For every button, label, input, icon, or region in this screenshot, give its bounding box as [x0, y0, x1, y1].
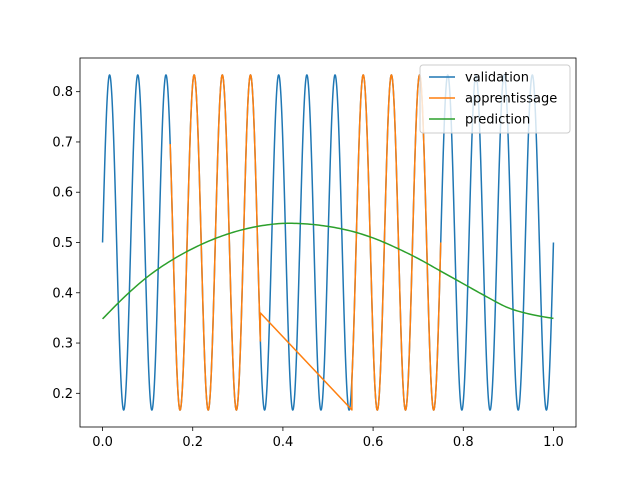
series-line-prediction	[102, 222, 554, 320]
y-tick-label: 0.6	[52, 186, 73, 201]
legend[interactable]: validation apprentissage prediction	[419, 64, 571, 134]
y-tick-label: 0.3	[52, 337, 73, 352]
legend-box	[419, 64, 571, 134]
ticks: 0.0 0.2 0.4 0.6 0.8 1.0 0.2 0.3 0.4 0.5 0.6 0.7 0.8	[52, 85, 563, 450]
legend-label-apprentissage: apprentissage	[465, 92, 557, 107]
x-tick-label: 0.8	[453, 435, 474, 450]
x-tick-label: 0.6	[363, 435, 384, 450]
x-tick-label: 0.0	[92, 435, 113, 450]
y-tick-label: 0.2	[52, 387, 73, 402]
legend-label-validation: validation	[465, 71, 529, 86]
legend-label-prediction: prediction	[465, 113, 530, 128]
series-line-apprentissage	[169, 74, 442, 411]
y-tick-label: 0.8	[52, 85, 73, 100]
x-tick-label: 1.0	[543, 435, 564, 450]
y-tick-label: 0.4	[52, 286, 73, 301]
y-tick-label: 0.7	[52, 135, 73, 150]
x-tick-label: 0.4	[273, 435, 294, 450]
x-tick-label: 0.2	[182, 435, 203, 450]
y-tick-label: 0.5	[52, 236, 73, 251]
